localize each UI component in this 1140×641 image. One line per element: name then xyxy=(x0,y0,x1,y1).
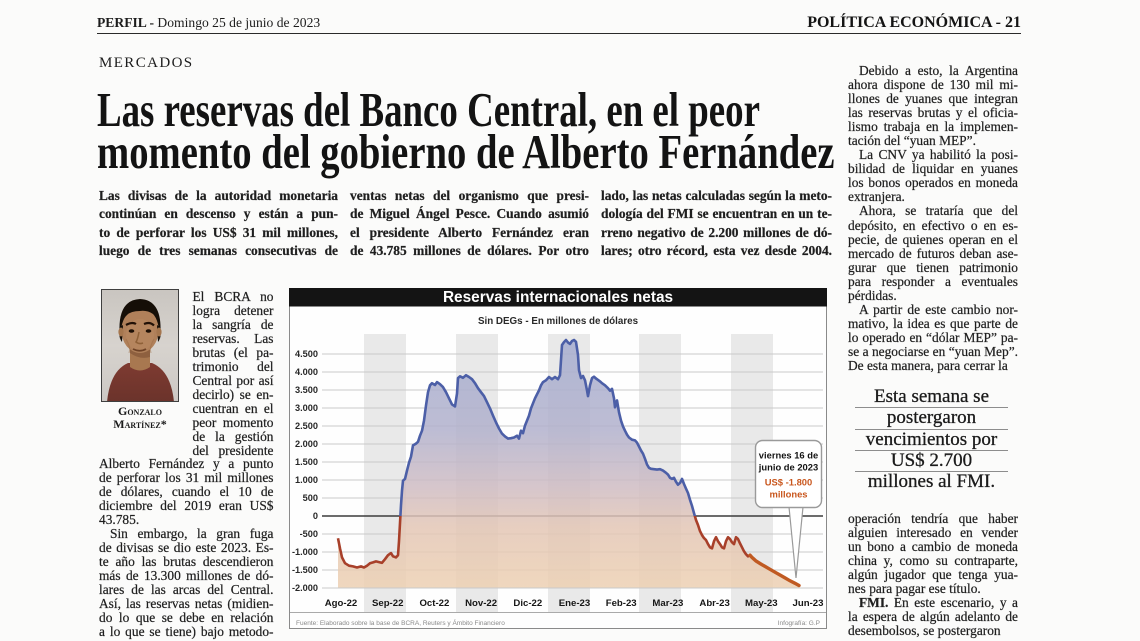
svg-text:Sin DEGs - En millones de dóla: Sin DEGs - En millones de dólares xyxy=(478,316,639,327)
svg-text:2.500: 2.500 xyxy=(295,421,318,431)
svg-text:Nov-22: Nov-22 xyxy=(465,598,497,609)
svg-text:Feb-23: Feb-23 xyxy=(606,598,637,609)
svg-text:Oct-22: Oct-22 xyxy=(419,598,449,609)
svg-text:US$ -1.800: US$ -1.800 xyxy=(765,477,812,488)
svg-text:3.000: 3.000 xyxy=(295,403,318,413)
svg-text:viernes 16 de: viernes 16 de xyxy=(759,450,818,461)
svg-text:Sep-22: Sep-22 xyxy=(372,598,403,609)
svg-text:2.000: 2.000 xyxy=(295,439,318,449)
svg-text:1.000: 1.000 xyxy=(295,475,318,485)
svg-text:4.500: 4.500 xyxy=(295,349,318,359)
svg-text:500: 500 xyxy=(303,493,318,503)
svg-text:-1.500: -1.500 xyxy=(292,565,318,575)
svg-text:May-23: May-23 xyxy=(745,598,778,609)
svg-text:-2.000: -2.000 xyxy=(292,583,318,593)
svg-text:Jun-23: Jun-23 xyxy=(793,598,824,609)
svg-text:Mar-23: Mar-23 xyxy=(652,598,683,609)
svg-text:0: 0 xyxy=(313,511,318,521)
svg-text:Ago-22: Ago-22 xyxy=(325,598,358,609)
svg-text:Dic-22: Dic-22 xyxy=(513,598,542,609)
svg-text:Fuente: Elaborado sobre la bas: Fuente: Elaborado sobre la base de BCRA,… xyxy=(296,618,505,627)
svg-text:Reservas internacionales netas: Reservas internacionales netas xyxy=(443,289,673,306)
svg-text:Abr-23: Abr-23 xyxy=(699,598,729,609)
svg-text:-1.000: -1.000 xyxy=(292,547,318,557)
svg-text:Ene-23: Ene-23 xyxy=(559,598,590,609)
svg-text:3.500: 3.500 xyxy=(295,385,318,395)
svg-text:4.000: 4.000 xyxy=(295,367,318,377)
svg-text:junio de 2023: junio de 2023 xyxy=(758,462,818,473)
svg-text:1.500: 1.500 xyxy=(295,457,318,467)
svg-text:millones: millones xyxy=(769,489,807,500)
svg-text:-500: -500 xyxy=(300,529,318,539)
svg-text:Infografía: G.P: Infografía: G.P xyxy=(778,620,820,627)
